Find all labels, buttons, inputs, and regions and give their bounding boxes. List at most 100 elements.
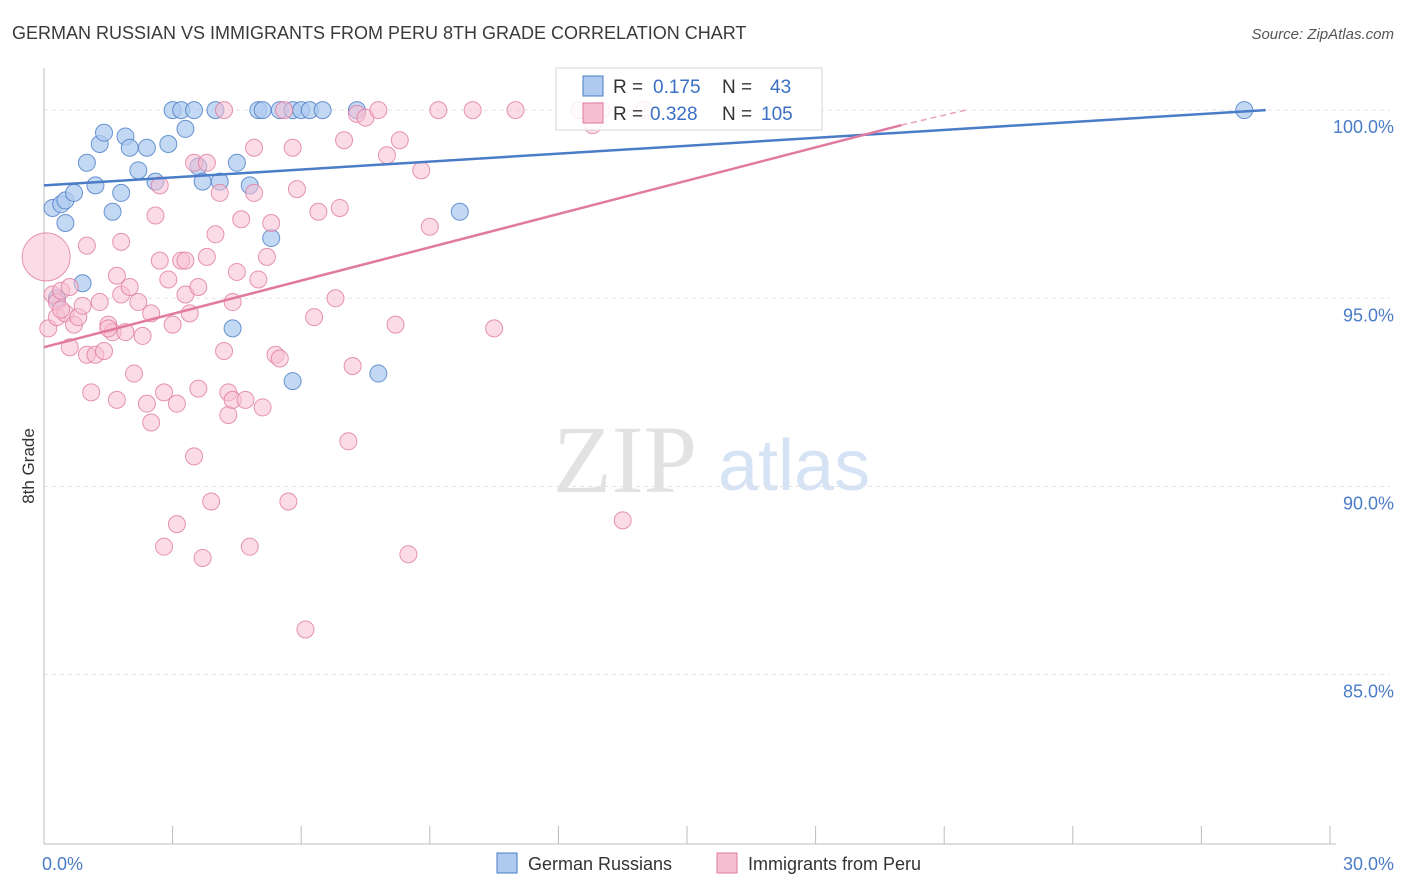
immigrants-from-peru-point-77 xyxy=(330,198,349,217)
immigrants-from-peru-point-10 xyxy=(73,296,92,315)
immigrants-from-peru-point-62 xyxy=(245,183,264,202)
y-tick-label-2: 90.0% xyxy=(1343,493,1394,513)
immigrants-from-peru-point-91 xyxy=(506,101,525,120)
immigrants-from-peru-point-31 xyxy=(146,206,165,225)
immigrants-from-peru-point-48 xyxy=(197,247,216,266)
german-russians-point-36 xyxy=(223,319,242,338)
stats-n-value-1: 43 xyxy=(770,77,791,98)
immigrants-from-peru-point-64 xyxy=(249,270,268,289)
immigrants-from-peru-point-71 xyxy=(283,138,302,157)
german-russians-point-13 xyxy=(129,161,148,180)
x-tick-labels: 0.0% 30.0% xyxy=(42,854,1394,874)
immigrants-from-peru-point-83 xyxy=(377,146,396,165)
german-russians-point-4 xyxy=(65,183,84,202)
immigrants-from-peru-point-32 xyxy=(150,251,169,270)
immigrants-from-peru-point-69 xyxy=(270,349,289,368)
immigrants-from-peru-point-104 xyxy=(52,300,71,319)
trend-lines xyxy=(43,108,1266,349)
german-russians-point-28 xyxy=(253,101,272,120)
immigrants-from-peru-point-40 xyxy=(176,251,195,270)
immigrants-from-peru-point-13 xyxy=(82,383,101,402)
german-russians-point-33 xyxy=(313,101,332,120)
immigrants-from-peru-point-79 xyxy=(339,432,358,451)
immigrants-from-peru-point-33 xyxy=(155,383,174,402)
immigrants-from-peru-point-20 xyxy=(107,266,126,285)
german-russians-point-38 xyxy=(369,364,388,383)
immigrants-from-peru-point-98 xyxy=(215,101,234,120)
immigrants-from-peru-point-22 xyxy=(112,232,131,251)
immigrants-from-peru-point-99 xyxy=(429,101,448,120)
stats-swatch-immigrants-from-peru xyxy=(582,102,604,124)
german-russians-point-25 xyxy=(227,153,246,172)
y-tick-labels: 100.0% 95.0% 90.0% 85.0% xyxy=(1333,117,1394,702)
german-russians-point-12 xyxy=(120,138,139,157)
immigrants-from-peru-point-73 xyxy=(296,620,315,639)
legend-swatch-german-russians xyxy=(496,852,518,874)
immigrants-from-peru-point-55 xyxy=(219,405,238,424)
immigrants-from-peru-point-29 xyxy=(142,413,161,432)
immigrants-from-peru-point-102 xyxy=(60,277,79,296)
immigrants-from-peru-point-72 xyxy=(287,180,306,199)
immigrants-from-peru-point-36 xyxy=(163,315,182,334)
german-russians-point-6 xyxy=(86,176,105,195)
immigrants-from-peru-point-86 xyxy=(399,545,418,564)
immigrants-from-peru-point-75 xyxy=(309,202,328,221)
stats-n-label-1: N = xyxy=(722,77,752,98)
immigrants-from-peru-point-45 xyxy=(189,379,208,398)
legend-swatch-immigrants-from-peru xyxy=(716,852,738,874)
watermark: ZIP atlas xyxy=(553,406,870,513)
immigrants-from-peru-point-16 xyxy=(95,341,114,360)
x-tick-label-0: 0.0% xyxy=(42,854,83,874)
legend: German Russians Immigrants from Peru xyxy=(496,852,921,874)
immigrants-from-peru-point-96 xyxy=(275,101,294,120)
german-russians-point-9 xyxy=(103,202,122,221)
chart-source: Source: ZipAtlas.com xyxy=(1251,26,1394,43)
x-tick-label-1: 30.0% xyxy=(1343,854,1394,874)
immigrants-from-peru-point-38 xyxy=(167,515,186,534)
immigrants-from-peru-point-0 xyxy=(21,232,71,282)
immigrants-from-peru-point-26 xyxy=(129,293,148,312)
immigrants-from-peru-point-50 xyxy=(202,492,221,511)
immigrants-from-peru-point-43 xyxy=(185,447,204,466)
immigrants-from-peru-point-37 xyxy=(167,394,186,413)
immigrants-from-peru-point-53 xyxy=(215,341,234,360)
stats-r-value-1: 0.175 xyxy=(653,77,701,98)
immigrants-from-peru-point-34 xyxy=(155,537,174,556)
immigrants-from-peru-point-87 xyxy=(412,161,431,180)
y-tick-label-3: 85.0% xyxy=(1343,682,1394,702)
stats-r-value-2: 0.328 xyxy=(650,104,698,125)
stats-n-label-2: N = xyxy=(722,104,752,125)
immigrants-from-peru-point-27 xyxy=(133,326,152,345)
immigrants-from-peru-point-101 xyxy=(150,176,169,195)
immigrants-from-peru-point-52 xyxy=(210,183,229,202)
immigrants-from-peru-point-60 xyxy=(236,390,255,409)
immigrants-from-peru-point-19 xyxy=(107,390,126,409)
immigrants-from-peru-point-49 xyxy=(197,153,216,172)
immigrants-from-peru-point-63 xyxy=(245,138,264,157)
immigrants-from-peru-point-85 xyxy=(390,131,409,150)
trend-line-dashed-1 xyxy=(901,109,966,126)
german-russians-point-2 xyxy=(56,214,75,233)
german-russians-point-35 xyxy=(262,229,281,248)
german-russians-point-10 xyxy=(112,183,131,202)
watermark-zip: ZIP xyxy=(553,406,697,513)
german-russians-point-5 xyxy=(77,153,96,172)
immigrants-from-peru-point-35 xyxy=(159,270,178,289)
immigrants-from-peru-point-97 xyxy=(369,101,388,120)
immigrants-from-peru-point-7 xyxy=(60,338,79,357)
immigrants-from-peru-point-88 xyxy=(420,217,439,236)
stats-swatch-german-russians xyxy=(582,75,604,97)
immigrants-from-peru-point-94 xyxy=(613,511,632,530)
german-russians-point-20 xyxy=(185,101,204,120)
immigrants-from-peru-point-78 xyxy=(335,131,354,150)
y-tick-label-1: 95.0% xyxy=(1343,305,1394,325)
immigrants-from-peru-point-46 xyxy=(189,277,208,296)
immigrants-from-peru-point-25 xyxy=(125,364,144,383)
immigrants-from-peru-point-84 xyxy=(386,315,405,334)
immigrants-from-peru-point-76 xyxy=(326,289,345,308)
german-russians-point-19 xyxy=(176,119,195,138)
stats-r-label-2: R = xyxy=(613,104,643,125)
immigrants-from-peru-point-59 xyxy=(232,210,251,229)
legend-label-german-russians: German Russians xyxy=(528,854,672,874)
